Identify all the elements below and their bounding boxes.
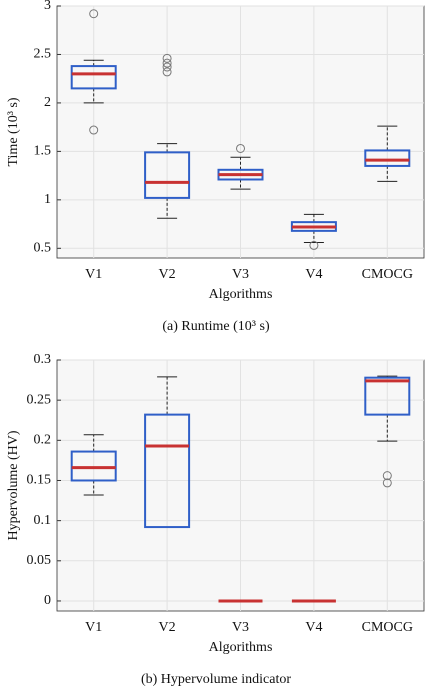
box bbox=[70, 65, 117, 90]
x-axis-label: Algorithms bbox=[209, 287, 273, 302]
y-tick-label: 0.1 bbox=[34, 513, 52, 528]
outlier bbox=[382, 471, 392, 481]
x-tick-label: V1 bbox=[85, 620, 102, 635]
x-axis-label: Algorithms bbox=[209, 640, 273, 655]
x-tick-label: V3 bbox=[232, 620, 249, 635]
box bbox=[144, 413, 191, 529]
y-tick-label: 0.5 bbox=[34, 241, 52, 256]
caption: (a) Runtime (10³ s) bbox=[162, 319, 270, 334]
outlier bbox=[162, 67, 172, 77]
outlier bbox=[89, 125, 99, 135]
y-tick-label: 2.5 bbox=[34, 47, 52, 62]
box bbox=[144, 151, 191, 199]
y-tick-label: 0 bbox=[44, 593, 51, 608]
outlier bbox=[382, 478, 392, 488]
y-tick-label: 0.15 bbox=[27, 473, 52, 488]
y-axis-label: Hypervolume (HV) bbox=[6, 430, 21, 540]
y-tick-label: 0.3 bbox=[34, 352, 52, 367]
outlier bbox=[162, 53, 172, 63]
outlier bbox=[89, 9, 99, 19]
y-tick-label: 3 bbox=[44, 0, 51, 13]
x-tick-label: V2 bbox=[159, 267, 176, 282]
outlier bbox=[309, 240, 319, 250]
box bbox=[364, 376, 411, 416]
outlier bbox=[162, 62, 172, 72]
outlier bbox=[162, 58, 172, 68]
y-tick-label: 2 bbox=[44, 95, 51, 110]
y-tick-label: 0.25 bbox=[27, 392, 52, 407]
x-tick-label: CMOCG bbox=[362, 267, 413, 282]
y-axis-label: Time (10³ s) bbox=[6, 97, 21, 166]
box bbox=[70, 450, 117, 482]
box bbox=[364, 149, 411, 167]
x-tick-label: CMOCG bbox=[362, 620, 413, 635]
outlier bbox=[236, 143, 245, 153]
y-tick-label: 0.05 bbox=[27, 553, 52, 568]
y-tick-label: 0.2 bbox=[34, 433, 52, 448]
y-tick-label: 1.5 bbox=[34, 144, 52, 159]
x-tick-label: V1 bbox=[85, 267, 102, 282]
x-tick-label: V4 bbox=[305, 267, 322, 282]
y-tick-label: 1 bbox=[44, 192, 51, 207]
x-tick-label: V3 bbox=[232, 267, 249, 282]
caption: (b) Hypervolume indicator bbox=[141, 672, 291, 687]
x-tick-label: V2 bbox=[159, 620, 176, 635]
x-tick-label: V4 bbox=[305, 620, 322, 635]
